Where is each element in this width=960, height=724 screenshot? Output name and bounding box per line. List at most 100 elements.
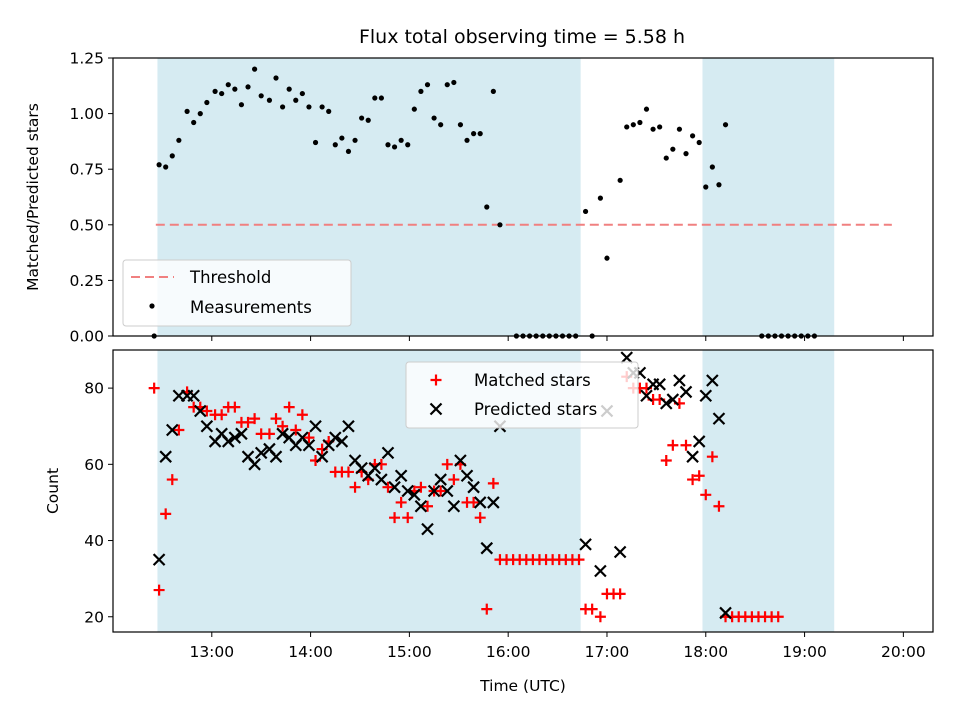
measurement-point — [169, 153, 175, 159]
bottom-y-axis-ticks: 20 40 60 80 — [84, 380, 113, 626]
matched-star-point — [441, 458, 453, 470]
measurements-legend-label: Measurements — [190, 298, 312, 317]
matched-star-point — [173, 424, 185, 436]
predicted-star-point — [401, 484, 415, 498]
measurement-point — [457, 122, 464, 128]
predicted-star-point — [193, 404, 207, 418]
matched-star-point — [687, 474, 699, 486]
measurement-point — [378, 95, 384, 101]
measurement-point — [604, 255, 610, 261]
top-y-tick-label: 0.00 — [69, 328, 104, 346]
threshold-legend-label: Threshold — [189, 268, 271, 287]
matched-star-point — [263, 428, 275, 440]
measurement-point — [411, 106, 417, 112]
predicted-star-point — [421, 522, 434, 536]
matched-star-point — [270, 413, 282, 425]
matched-star-point — [706, 451, 718, 463]
matched-star-point — [660, 455, 672, 467]
predicted-star-point — [620, 351, 634, 364]
measurement-point — [490, 88, 496, 94]
matched-star-point — [342, 466, 354, 478]
predicted-star-point — [659, 397, 673, 410]
measurement-point — [471, 131, 477, 137]
predicted-star-point — [159, 450, 172, 463]
measurement-point — [716, 182, 722, 188]
measurement-point — [156, 162, 162, 168]
predicted-star-point — [613, 545, 627, 559]
predicted-star-point — [467, 480, 480, 494]
bottom-x-axis-ticks: 13:00 14:00 15:00 16:00 17:00 18:00 19:00 20:00 — [189, 632, 926, 661]
matched-star-point — [667, 439, 679, 451]
bottom-x-tick-label: 15:00 — [387, 643, 432, 661]
measurement-point — [431, 115, 437, 121]
matched-star-point — [303, 432, 315, 444]
measurement-point — [703, 184, 709, 190]
measurement-point — [163, 164, 169, 170]
measurement-point — [273, 75, 279, 81]
predicted-star-point — [221, 435, 235, 448]
predicted-star-point — [381, 446, 395, 460]
measurement-point — [279, 104, 286, 110]
matched-star-point — [772, 611, 784, 623]
measurement-point — [299, 90, 305, 97]
measurement-point — [191, 119, 197, 126]
measurement-point — [464, 137, 470, 143]
predicted-star-point — [686, 450, 699, 463]
bottom-legend: Matched stars Predicted stars — [405, 361, 639, 429]
predicted-star-point — [254, 446, 268, 460]
matched-stars-legend-swatch — [430, 374, 442, 386]
measurement-point — [617, 177, 623, 183]
bottom-y-tick-label: 40 — [84, 532, 104, 550]
measurement-point — [722, 122, 729, 128]
measurement-point — [258, 93, 264, 99]
predicted-star-point — [673, 374, 686, 387]
top-measurement-points — [151, 66, 818, 339]
predicted-star-point — [579, 538, 592, 551]
bottom-x-tick-label: 13:00 — [189, 643, 234, 661]
predicted-star-point — [368, 461, 382, 475]
matched-star-point — [421, 500, 433, 512]
matched-star-point — [435, 485, 447, 497]
measurement-point — [696, 139, 702, 146]
predicted-star-point — [712, 412, 726, 425]
bottom-x-tick-label: 16:00 — [486, 643, 531, 661]
measurement-point — [657, 124, 663, 130]
matched-star-point — [166, 474, 178, 486]
predicted-star-point — [427, 484, 441, 498]
bottom-x-tick-label: 18:00 — [683, 643, 728, 661]
top-y-axis-label: Matched/Predicted stars — [24, 103, 42, 291]
predicted-stars-legend-marker — [429, 402, 443, 416]
predicted-star-point — [679, 385, 693, 399]
predicted-star-point — [302, 438, 316, 452]
matched-star-point — [201, 405, 213, 417]
top-x-axis-ticks — [211, 336, 904, 341]
predicted-stars-legend-swatch — [429, 402, 443, 416]
predicted-star-point — [228, 431, 242, 444]
matched-star-point — [160, 508, 172, 520]
bottom-y-tick-label: 80 — [84, 380, 104, 398]
predicted-stars-legend-label: Predicted stars — [474, 400, 597, 419]
measurement-point — [484, 204, 490, 210]
matched-star-point — [468, 496, 480, 508]
measurement-point — [683, 151, 689, 157]
measurement-point — [312, 139, 319, 146]
matched-star-point — [296, 409, 308, 421]
bottom-x-tick-label: 14:00 — [288, 643, 333, 661]
predicted-star-point — [473, 496, 487, 509]
matched-star-point — [586, 603, 598, 615]
bottom-y-tick-label: 60 — [84, 456, 104, 474]
measurement-point — [418, 88, 424, 94]
predicted-star-point — [200, 419, 214, 433]
matched-star-point — [395, 496, 407, 508]
measurement-point — [637, 119, 643, 126]
measurement-point — [293, 97, 299, 103]
predicted-star-point — [699, 389, 713, 403]
measurement-point — [359, 115, 365, 121]
matched-stars-legend-label: Matched stars — [474, 371, 591, 390]
matched-star-point — [700, 489, 712, 501]
measurement-point — [219, 90, 225, 97]
predicted-star-point — [394, 469, 408, 483]
matched-star-point — [573, 554, 585, 566]
predicted-star-point — [375, 473, 388, 486]
matched-star-point — [487, 477, 499, 489]
